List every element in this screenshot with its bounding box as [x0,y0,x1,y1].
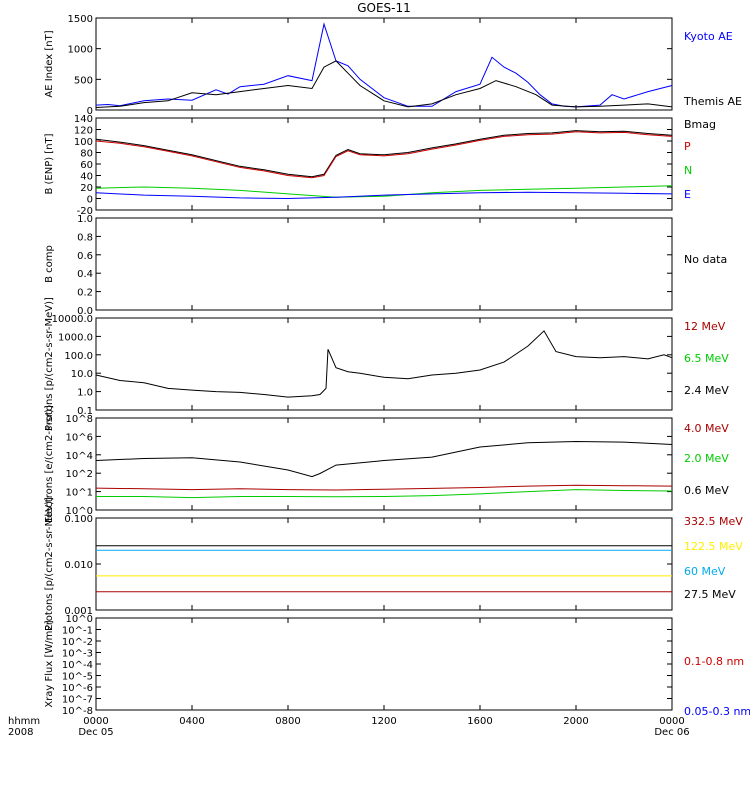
legend-label: 60 MeV [684,565,726,578]
series-line-n [95,185,673,198]
y-tick-label: 10^-4 [62,660,93,671]
series-line-0-6-mev [95,440,673,478]
y-axis-label: Xray Flux [W/m2] [44,620,55,707]
y-tick-label: 0 [87,106,93,117]
series-line-themis-ae [95,60,673,108]
y-tick-label: 10^4 [66,451,93,462]
y-tick-label: 10^0 [66,614,93,625]
legend-label: 2.4 MeV [684,384,729,397]
x-tick-label: 0800 [275,716,300,727]
legend-label: Kyoto AE [684,30,733,43]
y-tick-label: 0.001 [64,606,93,617]
x-date-label: Dec 05 [78,727,113,738]
legend-label: Bmag [684,118,716,131]
series-line-2-4-mev [95,330,673,398]
legend-label: 0.6 MeV [684,484,729,497]
y-axis-label: B (ENP) [nT] [44,133,55,194]
legend-label: No data [684,253,727,266]
y-tick-label: 10^2 [66,469,93,480]
legend-label: 12 MeV [684,320,726,333]
y-tick-label: 0.010 [64,560,93,571]
y-tick-label: 80 [80,149,93,160]
x-date-label: Dec 06 [654,727,689,738]
x-axis-left-label: hhmm [8,716,40,727]
y-axis-label: Protons [p/(cm2-s-sr-MeV)] [44,497,55,631]
x-tick-label: 2000 [563,716,588,727]
y-tick-label: 100 [74,137,93,148]
y-tick-label: 100.0 [64,351,93,362]
legend-label: P [684,140,691,153]
legend-label: 122.5 MeV [684,540,743,553]
y-tick-label: 60 [80,160,93,171]
y-tick-label: 10000.0 [52,314,93,325]
legend-label: 0.1-0.8 nm [684,655,744,668]
series-line-4-0-mev [95,484,673,491]
y-tick-label: 500 [74,75,93,86]
y-tick-label: 120 [74,126,93,137]
chart-title: GOES-11 [357,1,411,15]
series-line-bmag [95,130,673,178]
y-tick-label: 10^8 [66,414,93,425]
series-line-kyoto-ae [95,22,673,108]
y-axis-label: B comp [44,245,55,283]
y-tick-label: 10^0 [66,506,93,517]
y-axis-label: Electrons [e/(cm2-s-sr)] [44,405,55,523]
y-tick-label: 20 [80,183,93,194]
y-tick-label: 1500 [68,14,93,25]
y-tick-label: 10^-6 [62,683,93,694]
panel-6-frame [95,517,673,611]
y-axis-label: Protons [p/(cm2-s-sr-MeV)] [44,297,55,431]
y-tick-label: 10^-3 [62,649,93,660]
x-tick-label: 1600 [467,716,492,727]
y-tick-label: 0.1 [77,406,93,417]
legend-label: 6.5 MeV [684,352,729,365]
legend-label: 27.5 MeV [684,588,736,601]
y-tick-label: 0 [87,195,93,206]
legend-label: N [684,164,692,177]
y-tick-label: 10^-1 [62,626,93,637]
y-tick-label: 10.0 [71,369,93,380]
series-line-2-0-mev [96,489,673,499]
legend-label: 332.5 MeV [684,515,743,528]
panel-3-frame [95,217,673,311]
panel-4-frame [95,317,673,411]
x-tick-label: 0000 [659,716,684,727]
legend-label: 2.0 MeV [684,452,729,465]
legend-label: 4.0 MeV [684,422,729,435]
y-tick-label: 1000 [68,45,93,56]
panel-7-frame [95,617,673,711]
series-line-p [95,131,673,179]
y-tick-label: 0.4 [77,269,93,280]
y-tick-label: 0.6 [77,251,93,262]
y-tick-label: 1.0 [77,214,93,225]
legend-label: 0.05-0.3 nm [684,705,750,718]
y-tick-label: 1000.0 [58,332,93,343]
y-tick-label: 10^1 [66,488,93,499]
y-tick-label: 10^-8 [62,706,93,717]
y-tick-label: 10^-5 [62,672,93,683]
y-tick-label: 0.0 [77,306,93,317]
y-tick-label: 10^-7 [62,695,93,706]
y-tick-label: 10^-2 [62,637,93,648]
y-tick-label: 140 [74,114,93,125]
x-axis-year-label: 2008 [8,727,33,738]
series-line-e [95,191,673,200]
y-tick-label: 0.2 [77,288,93,299]
x-tick-label: 0400 [179,716,204,727]
y-tick-label: 0.100 [64,514,93,525]
x-tick-label: 0000 [83,716,108,727]
legend-label: E [684,188,691,201]
y-axis-label: AE Index [nT] [44,30,55,97]
y-tick-label: -20 [77,206,93,217]
y-tick-label: 0.8 [77,232,93,243]
y-tick-label: 10^6 [66,432,93,443]
legend-label: Themis AE [683,95,742,108]
y-tick-label: 40 [80,172,93,183]
y-tick-label: 1.0 [77,388,93,399]
x-tick-label: 1200 [371,716,396,727]
